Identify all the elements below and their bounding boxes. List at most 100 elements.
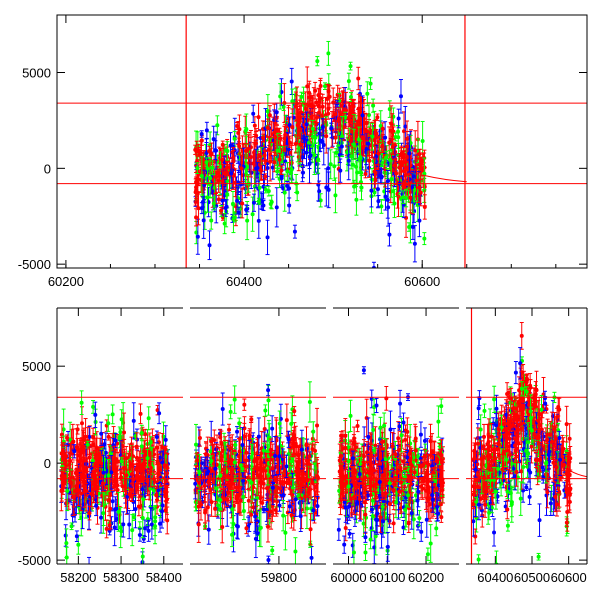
marker [375,115,380,120]
marker [274,205,279,210]
marker [318,138,323,143]
marker [208,176,213,181]
marker [263,187,268,192]
marker [316,157,321,162]
data-point-blue [301,166,306,179]
marker [368,81,373,86]
bottom-xtick-label: 58300 [103,570,139,585]
marker [356,106,361,111]
marker [332,164,337,169]
data-point-blue [291,99,296,137]
marker [219,208,224,213]
marker [385,197,390,202]
marker [307,90,312,95]
marker [195,234,200,239]
marker [326,166,331,171]
marker [333,193,338,198]
marker [383,194,388,199]
top-xtick-label: 60200 [48,274,84,289]
marker [282,190,287,195]
bottom-ytick-label: 5000 [22,359,51,374]
marker [305,84,310,89]
marker [327,94,332,99]
marker [371,103,376,108]
data-point-blue [199,130,204,138]
marker [263,158,268,163]
marker [200,199,205,204]
data-point-green [365,81,370,107]
marker [258,154,263,159]
data-point-green [268,199,273,209]
marker [231,217,236,222]
marker [239,166,244,171]
marker [413,148,418,153]
marker [251,200,256,205]
marker [364,121,369,126]
marker [317,110,322,115]
marker [240,201,245,206]
marker [209,218,214,223]
data-point-green [422,232,427,246]
marker [321,143,326,148]
marker [251,111,256,116]
data-point-red [256,102,261,132]
data-point-blue [387,222,392,247]
marker [354,197,359,202]
bottom-xtick-label: 58200 [60,570,96,585]
marker [336,116,341,121]
data-point-green [354,183,359,216]
marker [285,183,290,188]
marker [346,158,351,163]
marker [338,168,343,173]
marker [263,174,268,179]
marker [238,182,243,187]
marker [408,195,413,200]
marker [417,185,422,190]
data-point-blue [398,79,403,114]
marker [88,563,90,564]
marker [407,225,412,230]
marker [301,170,306,175]
marker [414,178,419,183]
marker [220,157,225,162]
marker [278,136,283,141]
trend-curve [422,174,467,183]
marker [346,79,351,84]
marker [230,201,235,206]
marker [358,155,363,160]
marker [365,91,370,96]
marker [225,192,230,197]
marker [312,153,317,158]
marker [299,94,304,99]
data-point-blue [207,230,212,261]
marker [291,115,296,120]
marker [289,79,294,84]
marker [248,155,253,160]
marker [268,159,273,164]
data-point-green [326,40,331,66]
marker [272,160,277,165]
marker [356,76,361,81]
marker [324,134,329,139]
data-point-green [209,211,214,230]
data-point-green [328,149,333,180]
data-point-red [374,129,379,139]
data-point-green [282,173,287,212]
marker [395,192,400,197]
marker [256,218,261,223]
data-point-red [194,208,199,227]
marker [252,150,257,155]
marker [356,137,361,142]
marker [156,440,161,445]
marker [287,203,292,208]
marker [279,168,284,173]
marker [326,187,331,192]
marker [199,173,204,178]
data-point-blue [251,104,256,123]
marker [289,167,294,172]
marker [354,164,359,169]
marker [375,187,380,192]
marker [278,94,283,99]
